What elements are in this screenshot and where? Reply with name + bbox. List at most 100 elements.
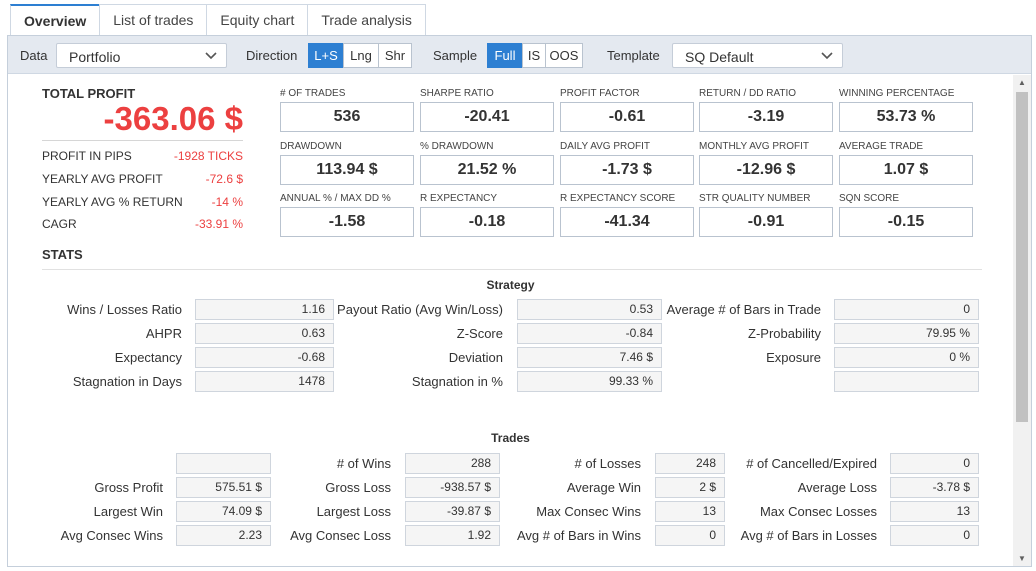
template-select-value: SQ Default [685,49,754,65]
kpi-label: SHARPE RATIO [420,88,494,99]
stat-value: 2.23 [176,525,271,546]
kpi-value: -0.18 [420,207,554,237]
kpi-label: % DRAWDOWN [420,141,494,152]
stat-label: # of Losses [574,456,642,471]
strategy-section-title: Strategy [486,278,535,292]
kpi-value: -0.15 [839,207,973,237]
scrollbar-thumb[interactable] [1016,92,1028,422]
summary-value: -1928 TICKS [173,149,243,163]
tab-overview[interactable]: Overview [10,4,101,35]
data-select-value: Portfolio [69,49,121,65]
kpi-label: SQN SCORE [839,193,900,204]
chevron-down-icon [205,52,217,60]
stat-value: 13 [655,501,725,522]
kpi-value: -1.58 [280,207,414,237]
stat-label: AHPR [145,326,182,341]
sample-toggle: Full IS OOS [487,43,583,68]
direction-toggle: L+S Lng Shr [308,43,412,68]
sample-is-button[interactable]: IS [522,43,546,68]
kpi-value: -0.91 [699,207,833,237]
tab-trade-analysis[interactable]: Trade analysis [307,4,426,35]
sample-oos-button[interactable]: OOS [545,43,583,68]
kpi-drawdown: DRAWDOWN 113.94 $ [280,141,414,185]
sample-full-button[interactable]: Full [487,43,523,68]
stat-label: Expectancy [114,350,182,365]
data-label: Data [20,48,48,63]
summary-row: PROFIT IN PIPS -1928 TICKS [42,149,243,167]
stat-value: 1.92 [405,525,500,546]
vertical-scrollbar[interactable]: ▲ ▼ [1013,75,1031,566]
stat-label: Average Loss [797,480,877,495]
direction-long-button[interactable]: Lng [343,43,379,68]
tab-list-of-trades[interactable]: List of trades [99,4,208,35]
kpi-return-dd-ratio: RETURN / DD RATIO -3.19 [699,88,833,132]
scroll-up-arrow-icon[interactable]: ▲ [1018,78,1026,87]
stat-label: Exposure [766,350,821,365]
stat-value: -39.87 $ [405,501,500,522]
stat-label: Z-Probability [748,326,821,341]
sample-label: Sample [433,48,478,63]
stat-label: Gross Loss [325,480,391,495]
kpi-profit-factor: PROFIT FACTOR -0.61 [560,88,694,132]
stat-value: 74.09 $ [176,501,271,522]
stat-value: -0.68 [195,347,334,368]
stat-value: 248 [655,453,725,474]
kpi-label: AVERAGE TRADE [839,141,924,152]
stats-heading: STATS [42,247,83,262]
trades-section-title: Trades [491,431,530,445]
kpi-label: # OF TRADES [280,88,346,99]
summary-value: -33.91 % [194,217,243,231]
stat-value: 0.53 [517,299,662,320]
stat-label: Gross Profit [94,480,163,495]
stat-label: Average # of Bars in Trade [666,302,821,317]
kpi-annual-max-dd: ANNUAL % / MAX DD % -1.58 [280,193,414,237]
summary-label: PROFIT IN PIPS [42,149,132,163]
summary-label: CAGR [42,217,77,231]
total-profit-label: TOTAL PROFIT [42,86,136,101]
kpi-winning-percentage: WINNING PERCENTAGE 53.73 % [839,88,973,132]
overview-content: TOTAL PROFIT -363.06 $ PROFIT IN PIPS -1… [8,75,1013,566]
template-label: Template [607,48,660,63]
stat-value-empty [834,371,979,392]
kpi-sharpe-ratio: SHARPE RATIO -20.41 [420,88,554,132]
kpi-value: 113.94 $ [280,155,414,185]
kpi-value: 21.52 % [420,155,554,185]
summary-label: YEARLY AVG % RETURN [42,195,183,209]
kpi-daily-avg-profit: DAILY AVG PROFIT -1.73 $ [560,141,694,185]
stat-label: Average Win [566,480,641,495]
kpi-label: MONTHLY AVG PROFIT [699,141,810,152]
divider [42,140,243,141]
stat-value-empty [176,453,271,474]
stat-label: Max Consec Wins [536,504,641,519]
kpi-r-expectancy: R EXPECTANCY -0.18 [420,193,554,237]
kpi-percent-drawdown: % DRAWDOWN 21.52 % [420,141,554,185]
stat-label: Payout Ratio (Avg Win/Loss) [337,302,503,317]
scroll-down-arrow-icon[interactable]: ▼ [1018,554,1026,563]
summary-row: YEARLY AVG % RETURN -14 % [42,195,243,213]
direction-label: Direction [246,48,298,63]
stat-value: 0 % [834,347,979,368]
kpi-label: ANNUAL % / MAX DD % [280,193,391,204]
kpi-label: DAILY AVG PROFIT [560,141,651,152]
kpi-value: -12.96 $ [699,155,833,185]
kpi-value: -0.61 [560,102,694,132]
template-select[interactable]: SQ Default [672,43,843,68]
kpi-label: STR QUALITY NUMBER [699,193,811,204]
stat-value: 99.33 % [517,371,662,392]
stat-value: -0.84 [517,323,662,344]
stat-value: 575.51 $ [176,477,271,498]
stat-label: Deviation [448,350,503,365]
tab-equity-chart[interactable]: Equity chart [206,4,309,35]
direction-short-button[interactable]: Shr [378,43,412,68]
direction-ls-button[interactable]: L+S [308,43,344,68]
data-select[interactable]: Portfolio [56,43,227,68]
summary-value: -72.6 $ [205,172,243,186]
kpi-str-quality-number: STR QUALITY NUMBER -0.91 [699,193,833,237]
kpi-r-expectancy-score: R EXPECTANCY SCORE -41.34 [560,193,694,237]
summary-row: YEARLY AVG PROFIT -72.6 $ [42,172,243,190]
stat-value: 0 [655,525,725,546]
stat-value: 13 [890,501,979,522]
stat-label: Stagnation in Days [72,374,182,389]
kpi-label: R EXPECTANCY SCORE [560,193,676,204]
stat-label: Z-Score [456,326,503,341]
